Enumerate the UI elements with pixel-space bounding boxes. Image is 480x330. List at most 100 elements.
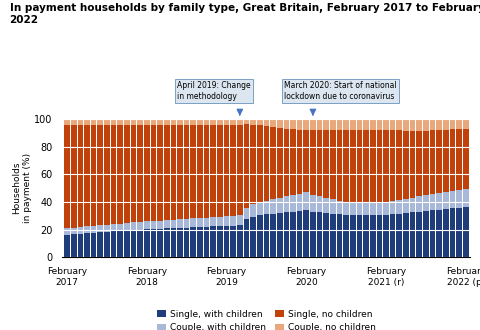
Bar [64,119,70,125]
Bar [204,227,209,257]
Bar [376,119,382,130]
Bar [456,129,462,190]
Bar [170,220,176,228]
Legend: Single, with children, Couple, with children, Single, no children, Couple, no ch: Single, with children, Couple, with chil… [154,306,379,330]
Bar [410,198,415,213]
Bar [157,125,163,220]
Bar [77,125,83,227]
Bar [403,131,409,199]
Bar [244,208,249,218]
Bar [197,125,203,218]
Bar [111,119,116,125]
Bar [350,130,356,202]
Bar [257,125,263,202]
Bar [370,119,375,130]
Bar [237,225,243,257]
Bar [91,226,96,233]
Bar [118,231,123,257]
Bar [210,125,216,217]
Bar [383,119,389,130]
Bar [436,193,442,210]
Bar [297,130,302,194]
Bar [370,202,375,215]
Bar [343,202,349,215]
Bar [303,192,309,210]
Bar [396,200,402,214]
Bar [131,119,136,125]
Bar [124,119,130,125]
Bar [277,213,283,257]
Bar [310,212,316,257]
Bar [91,119,96,125]
Bar [450,191,456,208]
Bar [357,119,362,130]
Bar [417,131,422,196]
Bar [436,210,442,257]
Bar [436,119,442,130]
Bar [363,130,369,202]
Bar [131,125,136,222]
Bar [177,125,183,219]
Bar [64,235,70,257]
Bar [244,218,249,257]
Bar [84,119,90,125]
Bar [383,215,389,257]
Bar [417,119,422,131]
Bar [204,217,209,227]
Bar [111,224,116,231]
Bar [230,215,236,225]
Bar [197,218,203,227]
Bar [191,119,196,125]
Bar [97,125,103,225]
Bar [157,220,163,229]
Bar [64,228,70,235]
Bar [456,208,462,257]
Bar [317,213,323,257]
Bar [284,196,289,213]
Bar [277,119,283,128]
Bar [423,211,429,257]
Bar [244,119,249,124]
Bar [124,125,130,223]
Bar [104,119,110,125]
Bar [104,225,110,232]
Bar [290,119,296,129]
Bar [217,226,223,257]
Bar [284,128,289,196]
Bar [264,119,269,126]
Bar [450,208,456,257]
Bar [217,125,223,217]
Bar [357,215,362,257]
Bar [317,130,323,196]
Bar [357,130,362,202]
Bar [157,119,163,125]
Bar [336,119,342,130]
Bar [197,227,203,257]
Bar [230,125,236,215]
Bar [290,129,296,195]
Bar [210,217,216,226]
Bar [330,214,336,257]
Bar [430,194,435,210]
Bar [350,215,356,257]
Bar [363,215,369,257]
Bar [210,226,216,257]
Bar [217,217,223,226]
Text: April 2019: Change
in methodology: April 2019: Change in methodology [178,81,251,101]
Bar [191,227,196,257]
Bar [383,130,389,202]
Bar [430,210,435,257]
Bar [410,131,415,198]
Bar [330,130,336,199]
Bar [184,119,190,125]
Bar [463,119,468,128]
Bar [390,201,396,214]
Bar [230,225,236,257]
Bar [177,228,183,257]
Bar [324,119,329,130]
Bar [118,224,123,231]
Bar [310,119,316,130]
Bar [237,125,243,215]
Bar [151,119,156,125]
Bar [417,196,422,212]
